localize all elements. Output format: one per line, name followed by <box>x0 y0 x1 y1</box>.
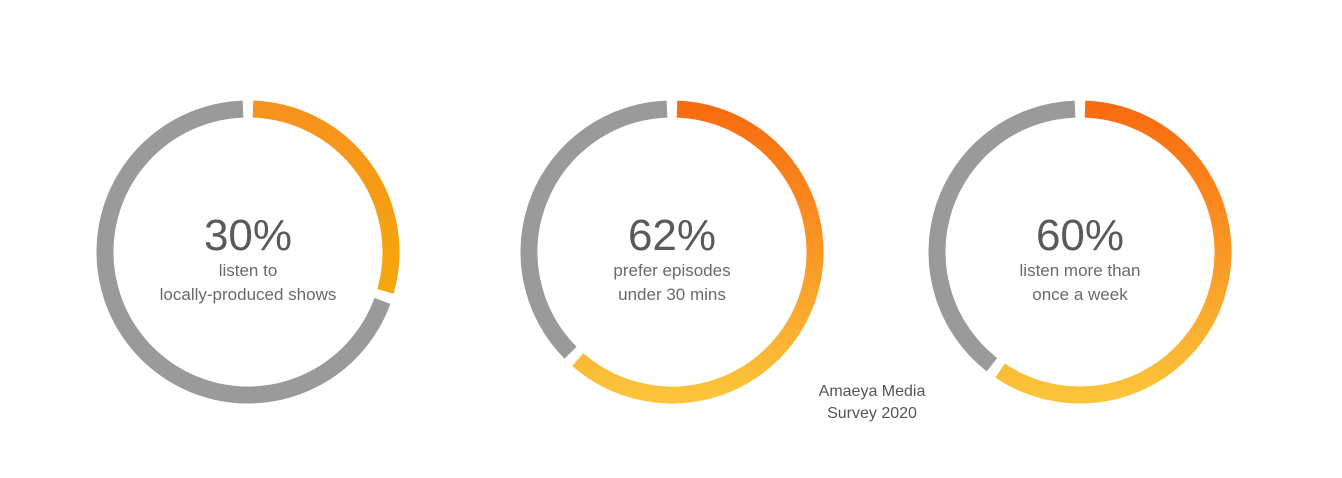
donut-1-remainder-segment <box>96 100 391 404</box>
donut-3: 60%listen more than once a week <box>928 100 1232 404</box>
donut-1: 30%listen to locally-produced shows <box>96 100 400 404</box>
source-line-1: Amaeya Media <box>819 383 926 400</box>
donut-2-value-segment <box>572 100 824 404</box>
donut-2-caption-line-1: prefer episodes <box>613 261 730 280</box>
donut-charts: 30%listen to locally-produced shows 62%pre… <box>96 100 1232 404</box>
donut-2-remainder-segment <box>520 100 668 359</box>
donut-3-caption-line-2: once a week <box>1032 285 1128 304</box>
donut-1-value-segment <box>252 100 400 294</box>
donut-3-percent-label: 60% <box>1036 211 1124 260</box>
donut-1-caption-line-2: locally-produced shows <box>160 285 337 304</box>
source-line-2: Survey 2020 <box>827 405 917 422</box>
donut-3-value-segment <box>995 100 1232 404</box>
donut-1-percent-label: 30% <box>204 211 292 260</box>
source-note: Amaeya Media Survey 2020 <box>819 383 926 422</box>
donut-2-percent-label: 62% <box>628 211 716 260</box>
donut-2: 62%prefer episodes under 30 mins <box>520 100 824 404</box>
donut-3-caption-line-1: listen more than <box>1020 261 1141 280</box>
donut-2-caption-line-2: under 30 mins <box>618 285 726 304</box>
donut-3-remainder-segment <box>928 100 1076 372</box>
donut-1-caption-line-1: listen to <box>219 261 278 280</box>
